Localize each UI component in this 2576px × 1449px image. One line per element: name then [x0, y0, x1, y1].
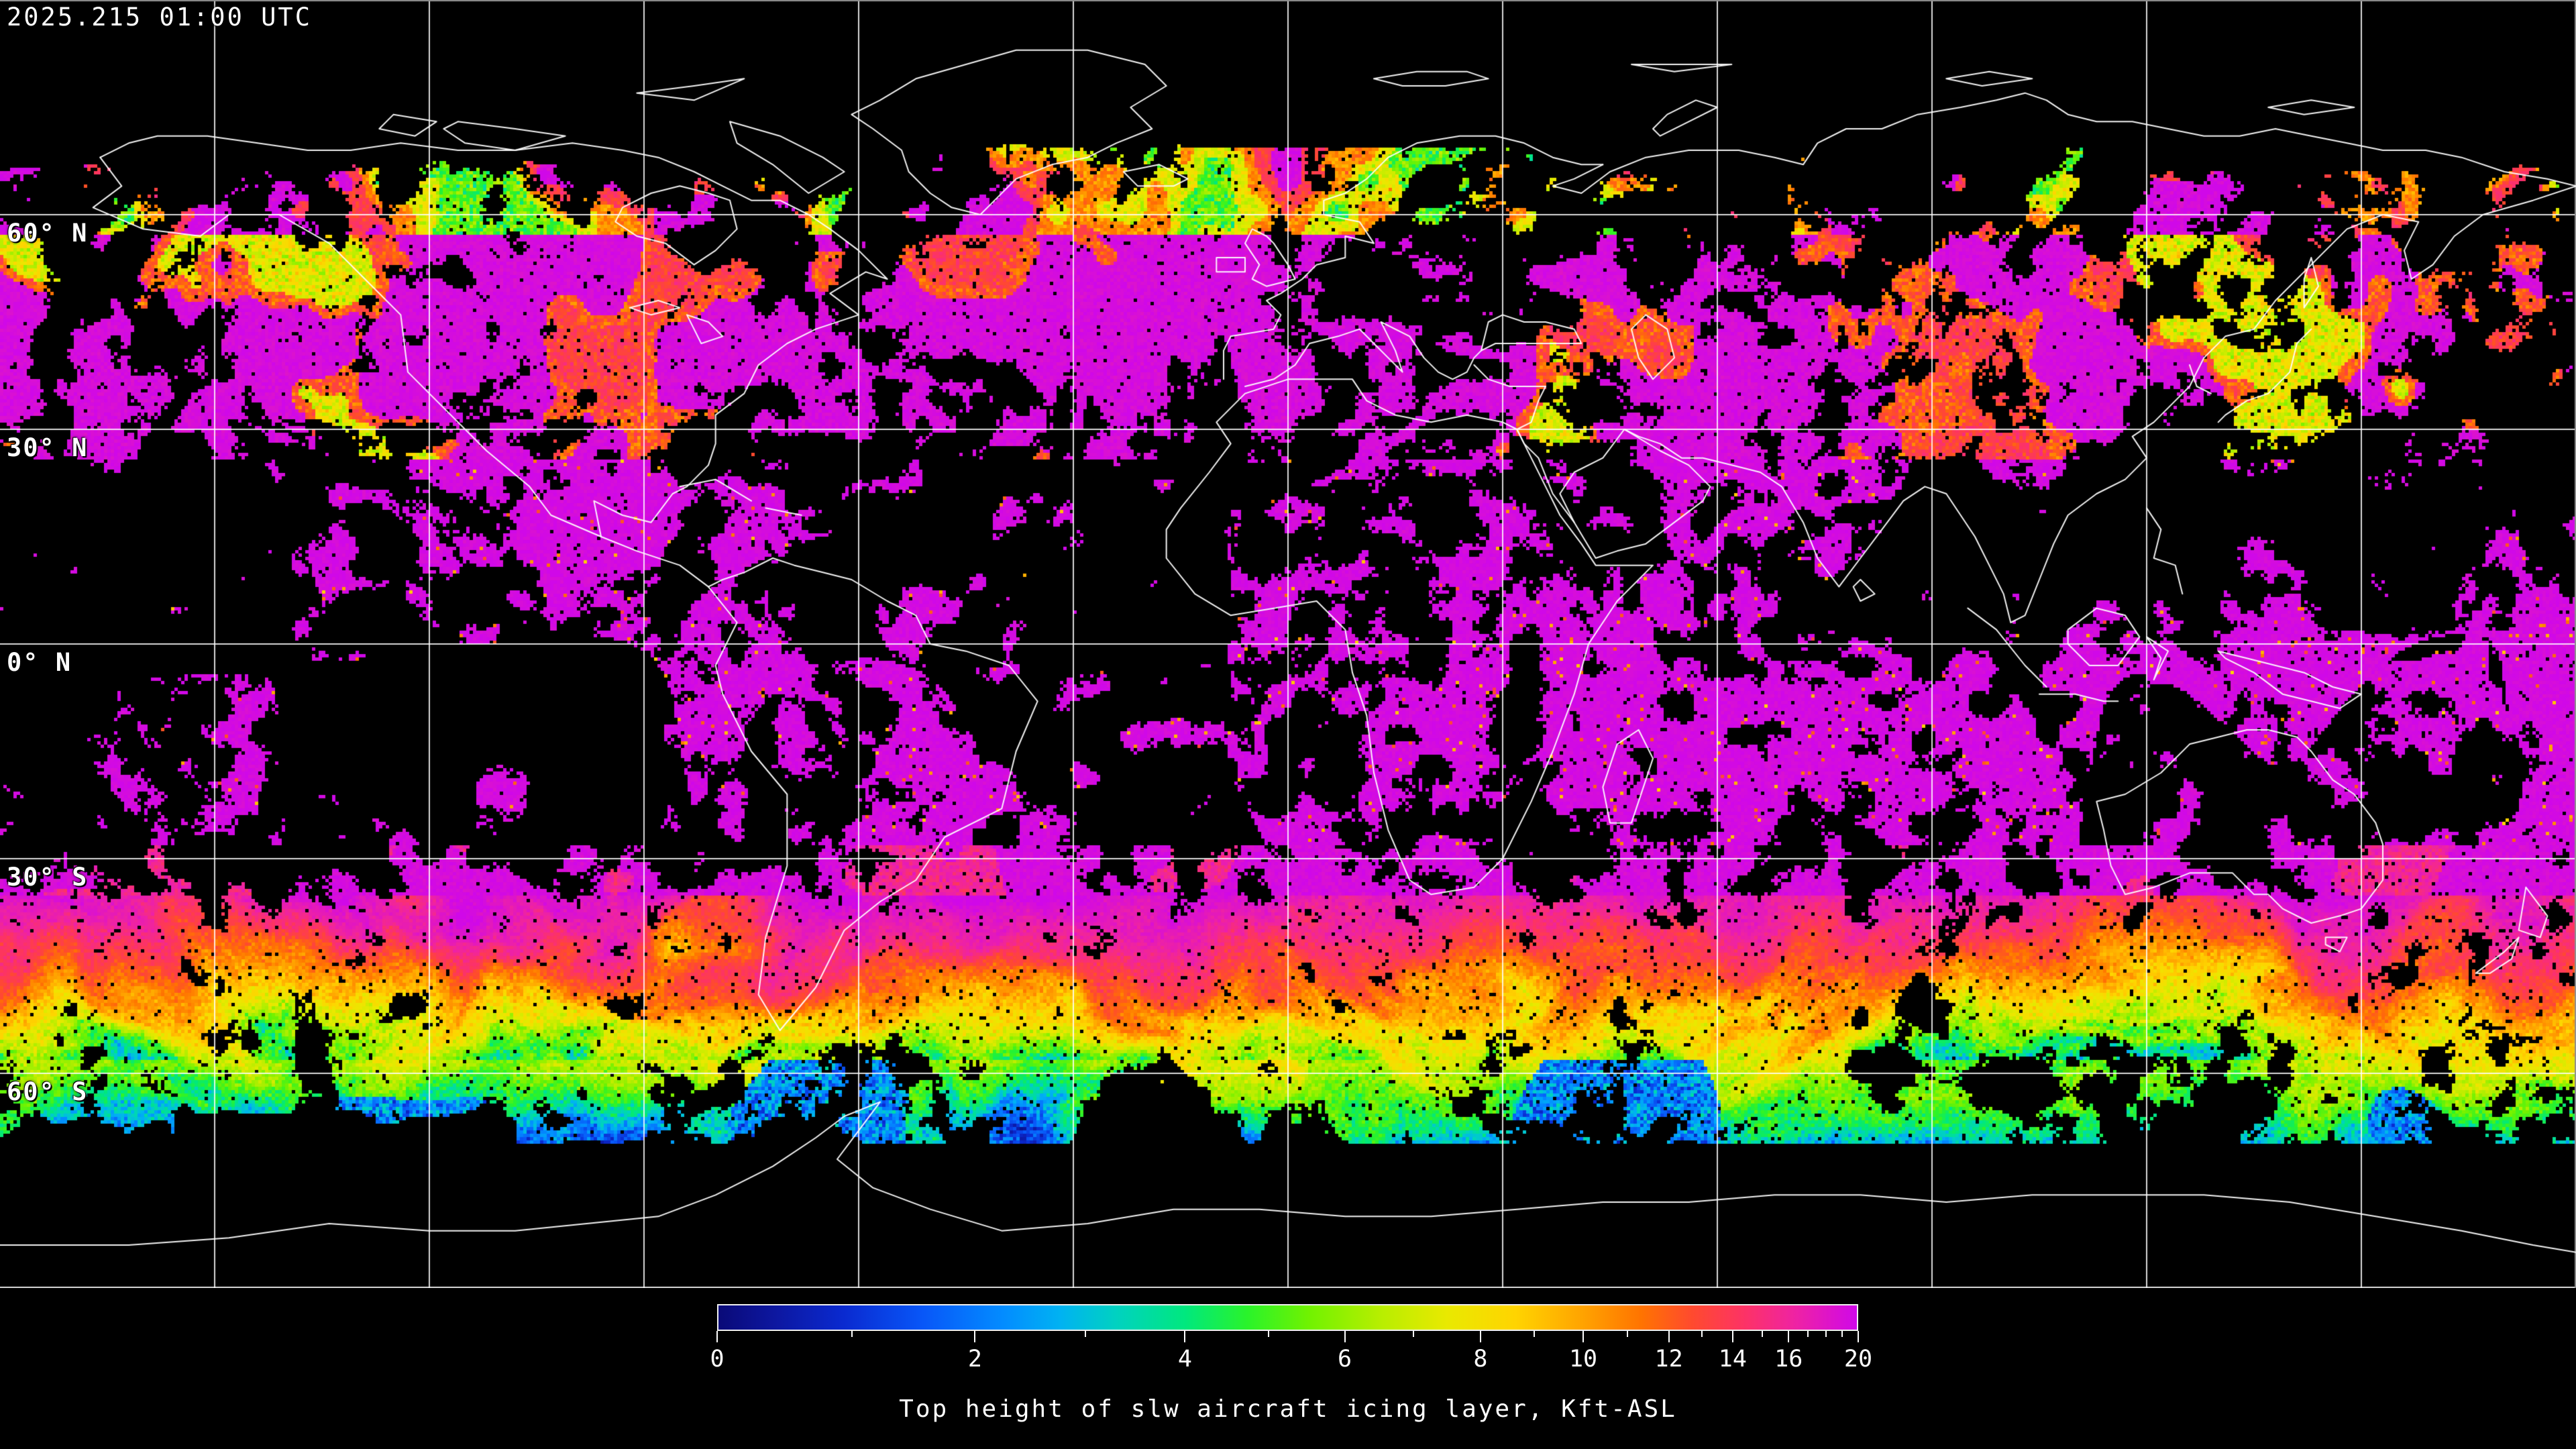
colorbar-tick-label: 10	[1568, 1346, 1598, 1373]
colorbar-minor-tick	[1085, 1331, 1087, 1337]
colorbar-minor-tick	[1841, 1331, 1843, 1337]
latitude-label: 30° N	[7, 433, 89, 462]
colorbar-tick-label: 20	[1843, 1346, 1873, 1373]
colorbar-tick	[1184, 1331, 1186, 1342]
colorbar-tick-label: 8	[1473, 1346, 1488, 1373]
colorbar-tick	[716, 1331, 718, 1342]
colorbar-minor-tick	[1533, 1331, 1535, 1337]
colorbar-minor-tick	[851, 1331, 853, 1337]
colorbar-tick	[1788, 1331, 1790, 1342]
colorbar-tick-label: 2	[967, 1346, 982, 1373]
colorbar-tick	[1731, 1331, 1733, 1342]
colorbar-minor-tick	[1701, 1331, 1703, 1337]
colorbar-tick	[1344, 1331, 1346, 1342]
colorbar-minor-tick	[1762, 1331, 1764, 1337]
colorbar-tick-label: 14	[1718, 1346, 1747, 1373]
colorbar-tick	[1668, 1331, 1670, 1342]
colorbar-tick	[1858, 1331, 1859, 1342]
colorbar-minor-tick	[1825, 1331, 1827, 1337]
colorbar-minor-tick	[1807, 1331, 1809, 1337]
colorbar-minor-tick	[1267, 1331, 1269, 1337]
latitude-label: 60° N	[7, 219, 89, 248]
colorbar-tick-label: 0	[710, 1346, 724, 1373]
timestamp-label: 2025.215 01:00 UTC	[7, 3, 312, 32]
colorbar-tick-label: 4	[1177, 1346, 1192, 1373]
colorbar-gradient	[717, 1304, 1858, 1331]
latitude-label: 0° N	[7, 648, 72, 677]
colorbar-tick	[1582, 1331, 1585, 1342]
colorbar-minor-tick	[1412, 1331, 1414, 1337]
colorbar-tick	[1479, 1331, 1481, 1342]
colorbar-tick-label: 12	[1654, 1346, 1683, 1373]
icing-map-canvas	[0, 0, 2576, 1288]
colorbar-tick-label: 6	[1338, 1346, 1352, 1373]
latitude-label: 60° S	[7, 1077, 89, 1106]
latitude-label: 30° S	[7, 863, 89, 892]
colorbar-title: Top height of slw aircraft icing layer, …	[899, 1395, 1677, 1423]
colorbar-tick	[974, 1331, 976, 1342]
colorbar-minor-tick	[1627, 1331, 1629, 1337]
colorbar: 0 2 4 6 8 10 12 14 16 20	[710, 1304, 1872, 1373]
colorbar-tick-label: 16	[1774, 1346, 1803, 1373]
